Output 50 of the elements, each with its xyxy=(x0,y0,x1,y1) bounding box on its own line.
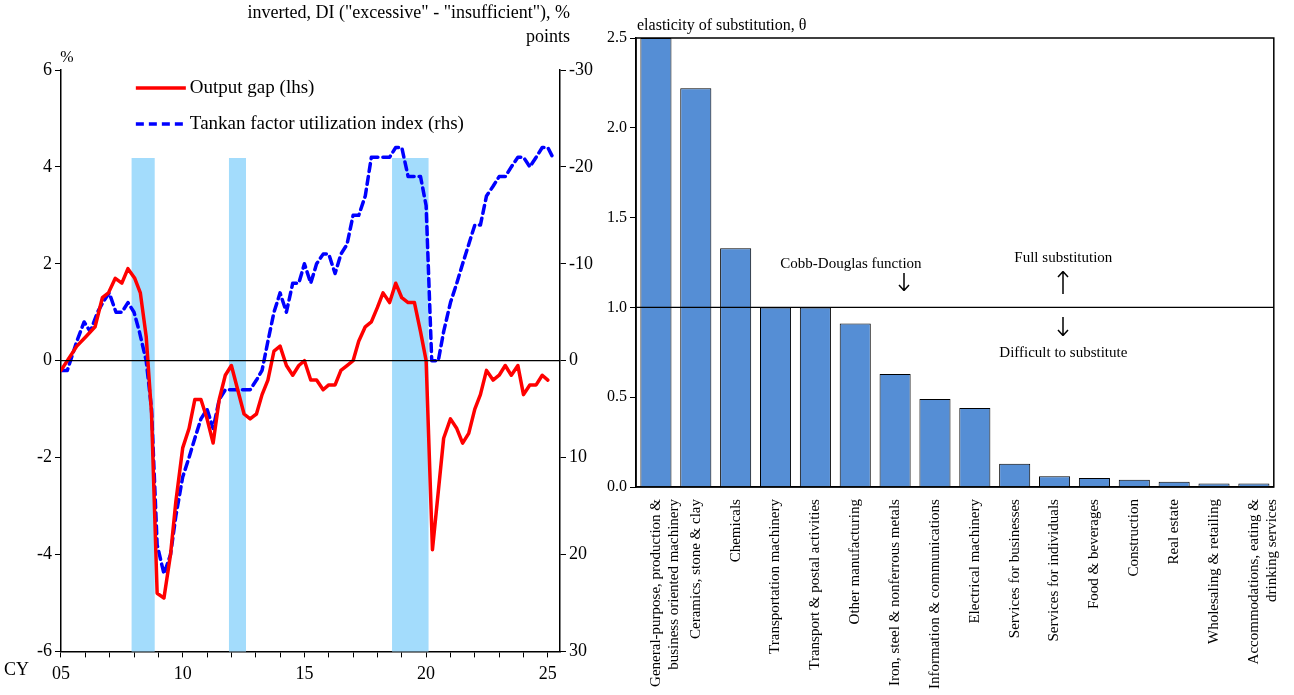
y2-tick-label: 10 xyxy=(569,446,588,467)
y-axis-title: % xyxy=(60,48,74,65)
y-tick-label: -6 xyxy=(36,640,52,661)
y2-tick-label: 0 xyxy=(569,349,579,370)
x-tick-label: Real estate xyxy=(1165,498,1182,565)
x-tick-label: Iron, steel & nonferrous metals xyxy=(886,498,903,687)
x-tick-label: Services for individuals xyxy=(1045,498,1062,642)
y-tick-label: 0.5 xyxy=(607,387,627,405)
y2-tick-label: -20 xyxy=(569,155,594,176)
y-tick-label: 1.5 xyxy=(607,207,627,225)
annotation: Difficult to substitute xyxy=(999,344,1128,361)
y2-tick-label: -10 xyxy=(569,252,594,273)
annotation: Full substitution xyxy=(1014,249,1113,266)
x-tick-label: Transportation machinery xyxy=(766,498,783,654)
y2-axis-title: inverted, DI ("excessive" - "insufficient"), % points xyxy=(247,2,571,46)
y-tick-label: 0 xyxy=(42,349,52,370)
x-tick-label: 10 xyxy=(173,662,192,683)
x-tick-label: Food & beverages xyxy=(1085,498,1102,610)
x-tick-label: Ceramics, stone & clay xyxy=(686,498,703,640)
y-tick-label: 4 xyxy=(42,155,52,176)
x-tick-label: 20 xyxy=(417,662,436,683)
x-tick-label: Electrical machinery xyxy=(965,498,982,624)
y2-tick-label: -30 xyxy=(569,58,594,79)
y-axis-title: elasticity of substitution, θ xyxy=(637,16,807,34)
x-tick-label: Information & communications xyxy=(925,498,942,690)
x-tick-label: 05 xyxy=(51,662,70,683)
x-tick-label: Other manufacturing xyxy=(846,498,863,625)
x-tick-label: Chemicals xyxy=(726,498,743,563)
x-tick-label: Wholesaling & retailing xyxy=(1204,498,1221,645)
x-tick-label: Services for businesses xyxy=(1005,498,1022,639)
legend-label: Tankan factor utilization index (rhs) xyxy=(189,111,464,134)
y-tick-label: -2 xyxy=(36,446,52,467)
x-axis-title: CY xyxy=(4,659,30,680)
y-tick-label: 2.0 xyxy=(607,118,627,136)
x-tick-label: General-purpose, production & business oriented machinery xyxy=(646,498,681,687)
line-series xyxy=(60,145,555,576)
y2-tick-label: 30 xyxy=(569,640,588,661)
x-tick-label: Construction xyxy=(1125,498,1142,577)
x-tick-label: Transport & postal activities xyxy=(806,498,823,670)
y-tick-label: 2 xyxy=(42,252,52,273)
y-tick-label: 6 xyxy=(42,58,52,79)
y-tick-label: -4 xyxy=(36,543,52,564)
x-tick-label: Accommodations, eating & drinking services xyxy=(1244,498,1279,665)
y-tick-label: 1.0 xyxy=(607,297,627,315)
legend-label: Output gap (lhs) xyxy=(189,75,315,98)
annotation: Cobb-Douglas function xyxy=(780,255,923,272)
x-tick-label: 25 xyxy=(538,662,557,683)
y-tick-label: 0.0 xyxy=(607,477,627,495)
x-tick-label: 15 xyxy=(295,662,314,683)
y-tick-label: 2.5 xyxy=(607,28,627,46)
